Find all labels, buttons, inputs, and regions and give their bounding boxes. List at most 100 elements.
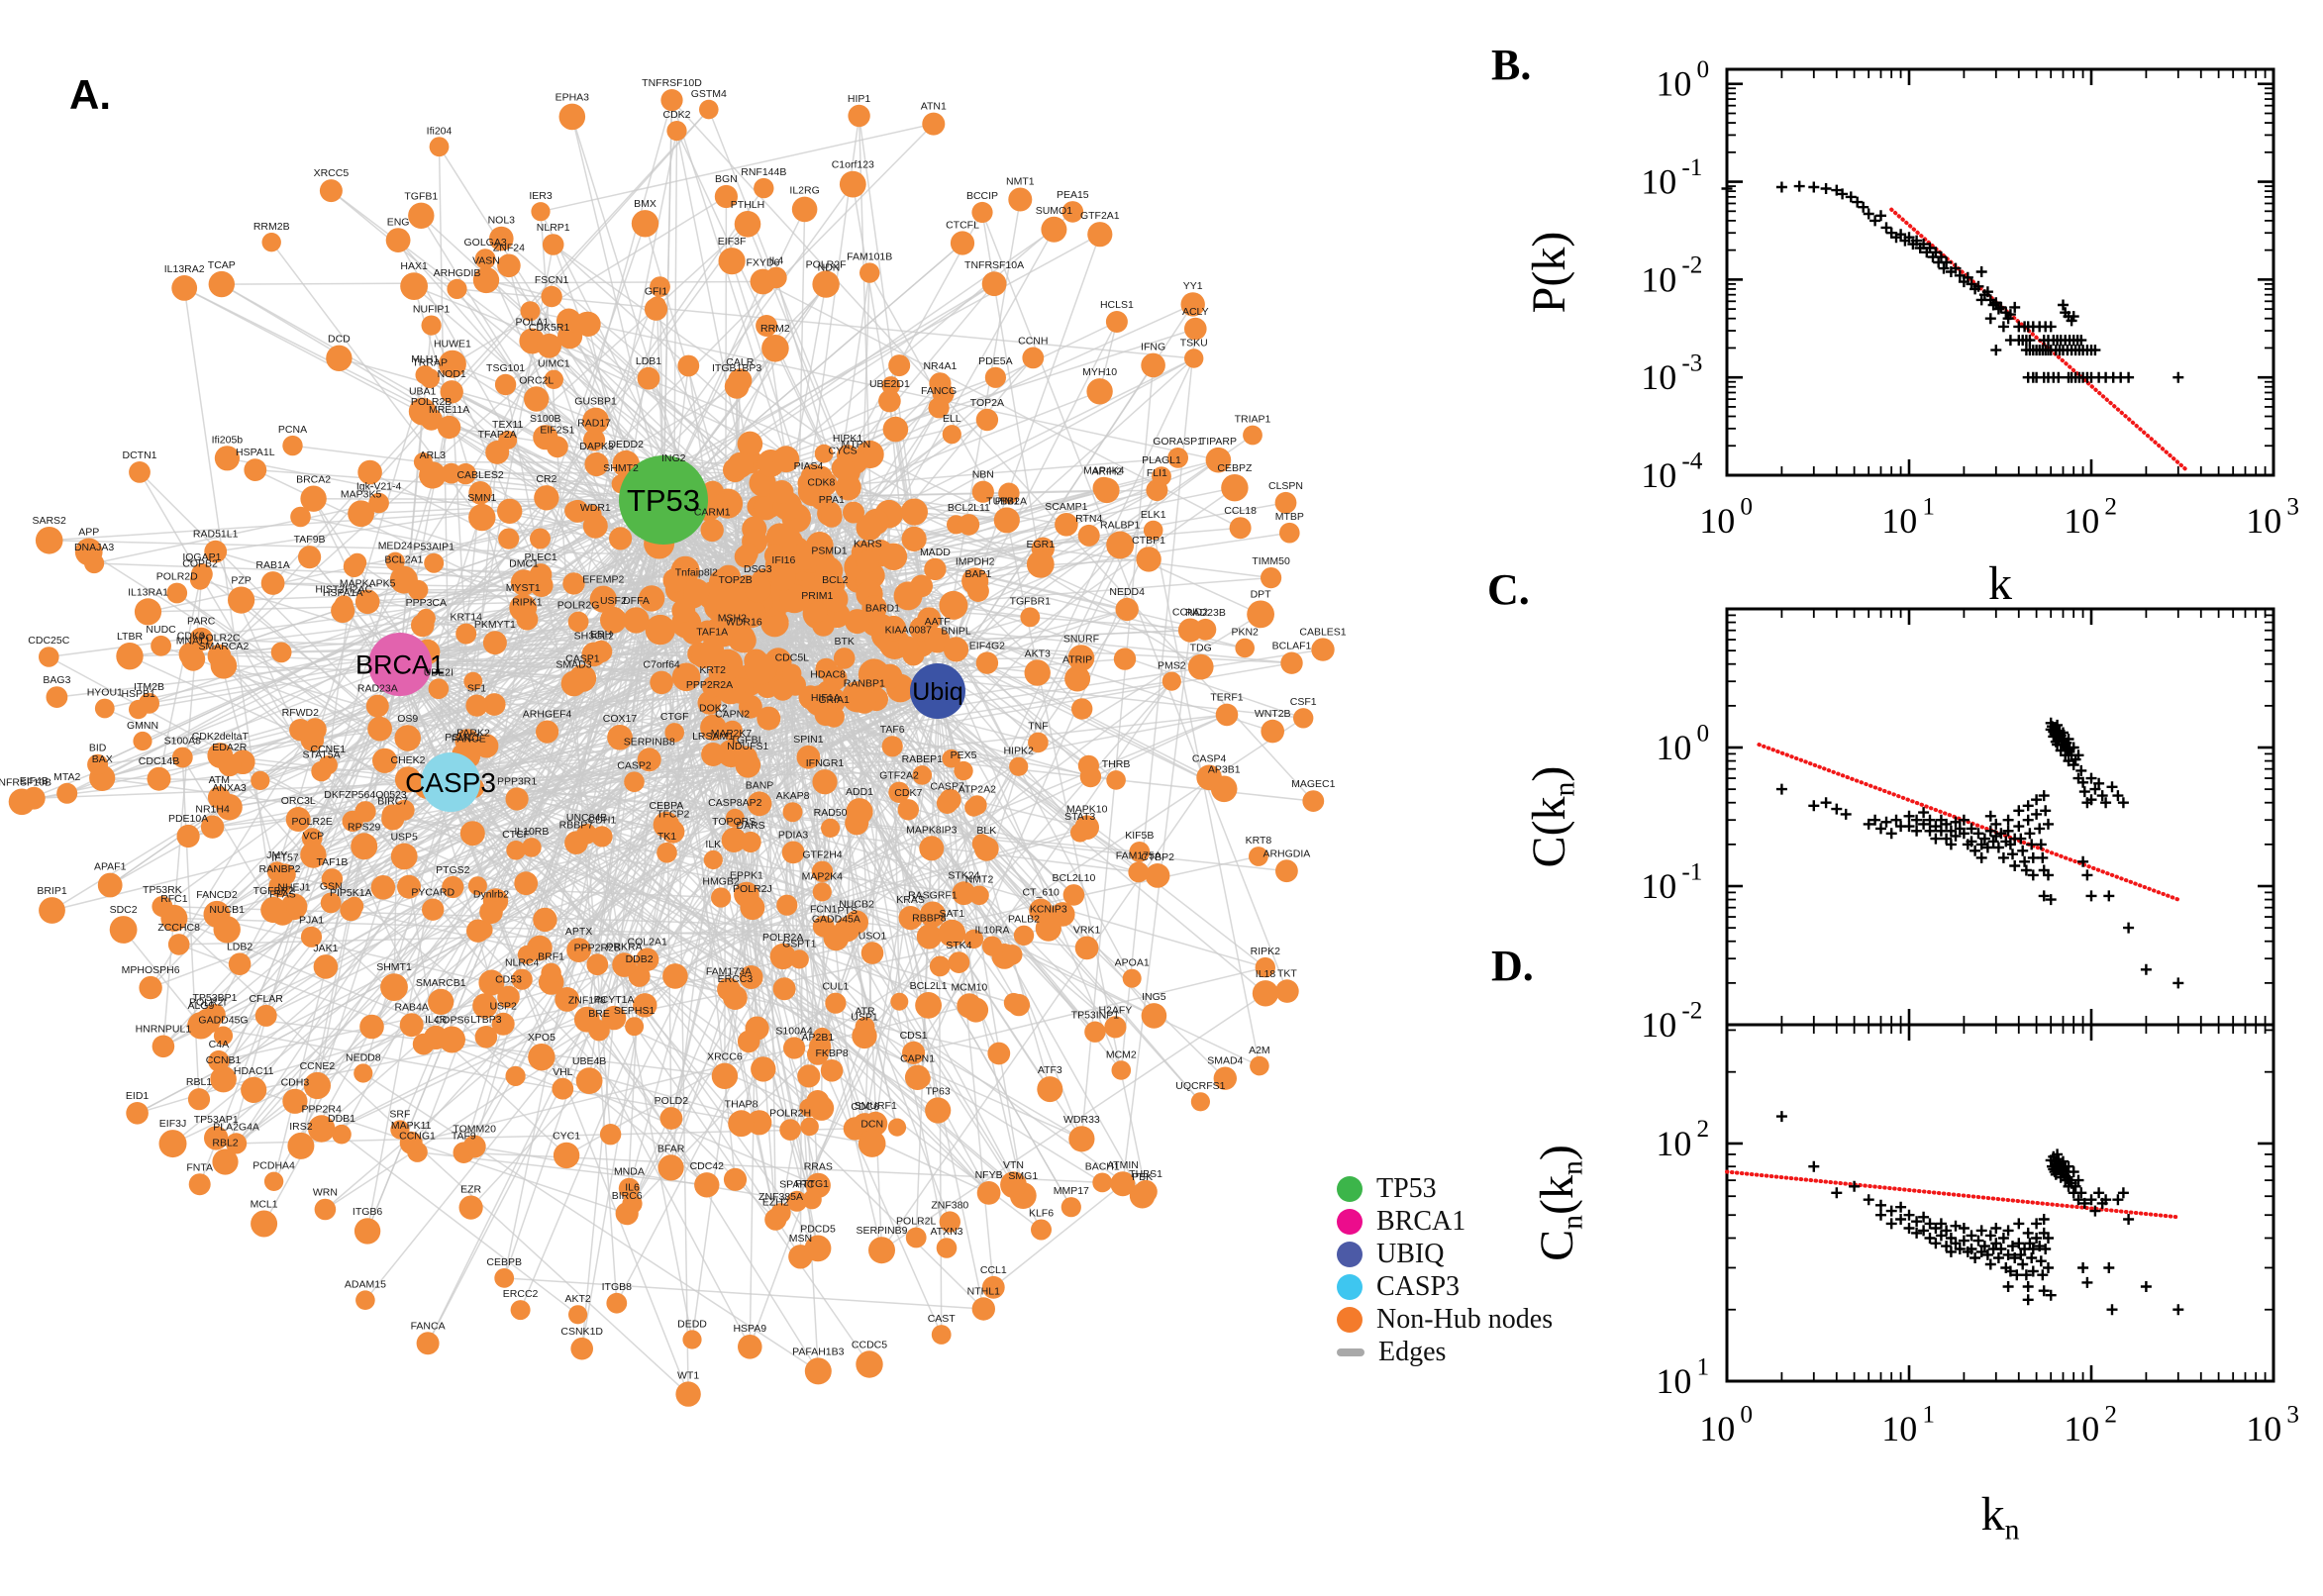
gene-label: HSPA1A	[323, 587, 363, 599]
data-point	[2004, 1265, 2016, 1277]
gene-label: POLA1	[515, 317, 549, 329]
network-node	[942, 425, 961, 445]
network-node	[152, 1035, 175, 1058]
legend-node-swatch	[1337, 1241, 1363, 1267]
network-node	[282, 1088, 308, 1114]
gene-label: SERPINB8	[624, 736, 675, 748]
data-point	[1941, 833, 1953, 845]
network-edge	[882, 548, 1044, 626]
legend-label: Non-Hub nodes	[1376, 1303, 1554, 1335]
gene-label: HNRNPUL1	[136, 1024, 192, 1036]
network-node	[771, 565, 796, 591]
network-node	[573, 1006, 600, 1033]
network-node	[516, 608, 539, 631]
tick-label: 10	[1699, 1409, 1735, 1448]
network-node	[833, 648, 856, 669]
hub-node-tp53	[619, 455, 708, 545]
gene-label: IL4	[769, 255, 784, 267]
gene-label: S100A4	[775, 1025, 813, 1037]
tick-exponent: 1	[1922, 493, 1935, 520]
network-node	[556, 308, 581, 334]
network-edge	[456, 288, 1194, 359]
gene-label: COX17	[603, 713, 638, 725]
gene-label: AP2B1	[802, 1032, 835, 1044]
network-edge	[881, 992, 1266, 1251]
network-node	[254, 1004, 277, 1027]
data-point	[1831, 184, 1843, 196]
gene-label: C1orf123	[832, 159, 874, 171]
gene-label: UBE4B	[572, 1055, 606, 1067]
network-node	[727, 451, 754, 478]
network-edge	[937, 364, 1155, 692]
data-point	[2085, 772, 2097, 784]
gene-label: HIF1A	[811, 692, 841, 704]
data-point	[2112, 1194, 2124, 1206]
gene-label: HDAC11	[234, 1065, 274, 1077]
gene-label: PPP2R2B	[574, 942, 621, 953]
network-node	[534, 485, 559, 511]
data-point	[2027, 1265, 2039, 1277]
gene-label: BNIPL	[941, 625, 971, 637]
gene-label: HMGB2	[702, 875, 740, 887]
data-point	[1938, 262, 1950, 274]
gene-label: CYCS	[829, 446, 858, 457]
gene-label: FCN1	[810, 904, 838, 916]
gene-label: P53AIP1	[413, 542, 454, 553]
network-node	[734, 746, 758, 770]
gene-label: NUCB1	[209, 904, 245, 916]
network-node	[924, 557, 947, 581]
gene-label: LRSAM1	[692, 731, 734, 743]
gene-label: PYCARD	[411, 887, 454, 899]
network-node	[1167, 448, 1188, 468]
network-node	[1247, 600, 1274, 629]
data-point	[1970, 1252, 1981, 1263]
network-node	[389, 565, 418, 594]
gene-label: RAD17	[577, 417, 611, 429]
hub-label-brca1: BRCA1	[355, 649, 445, 679]
gene-label: PPA1	[819, 494, 845, 506]
network-node	[1184, 349, 1204, 368]
network-node	[815, 556, 844, 585]
network-node	[568, 1305, 588, 1325]
gene-label: FANCD2	[196, 889, 238, 901]
gene-label: APTX	[565, 926, 592, 938]
gene-label: ELK1	[1141, 509, 1166, 521]
network-node	[657, 1154, 684, 1181]
gene-label: TERF1	[1210, 692, 1243, 704]
network-node	[218, 753, 242, 777]
network-edge	[795, 579, 942, 967]
gene-label: GTF2A2	[879, 770, 919, 782]
gene-label: DCTN1	[122, 449, 156, 461]
data-point	[2002, 1248, 2014, 1260]
gene-label: BCL2L1	[910, 980, 948, 992]
gene-label: ING2	[661, 452, 686, 464]
data-point	[2075, 335, 2087, 347]
gene-label: CCL18	[1224, 505, 1257, 517]
network-node	[701, 743, 726, 766]
data-point	[1924, 243, 1936, 253]
network-node	[917, 607, 942, 631]
network-node	[772, 977, 796, 1001]
gene-label: SHMT1	[376, 961, 412, 973]
network-edge	[541, 613, 1262, 1058]
network-node	[1086, 378, 1113, 405]
network-node	[728, 368, 753, 393]
network-node	[776, 894, 798, 916]
network-node	[586, 953, 609, 976]
network-node	[769, 480, 794, 504]
gene-label: IL10RA	[974, 924, 1009, 936]
network-node	[530, 528, 551, 549]
gene-label: CDH1	[588, 814, 617, 826]
network-node	[966, 795, 987, 816]
gene-label: PDIA3	[778, 830, 809, 842]
network-node	[1180, 292, 1205, 317]
network-node	[1029, 898, 1054, 923]
data-point	[1995, 1244, 2007, 1254]
gene-label: NDUFS1	[727, 741, 768, 752]
data-point	[1995, 301, 2007, 313]
gene-label: RTN4	[1075, 513, 1102, 525]
network-node	[147, 766, 171, 791]
gene-label: CAST	[928, 1313, 957, 1325]
gene-label: WRN	[313, 1187, 338, 1199]
network-node	[303, 1071, 331, 1100]
